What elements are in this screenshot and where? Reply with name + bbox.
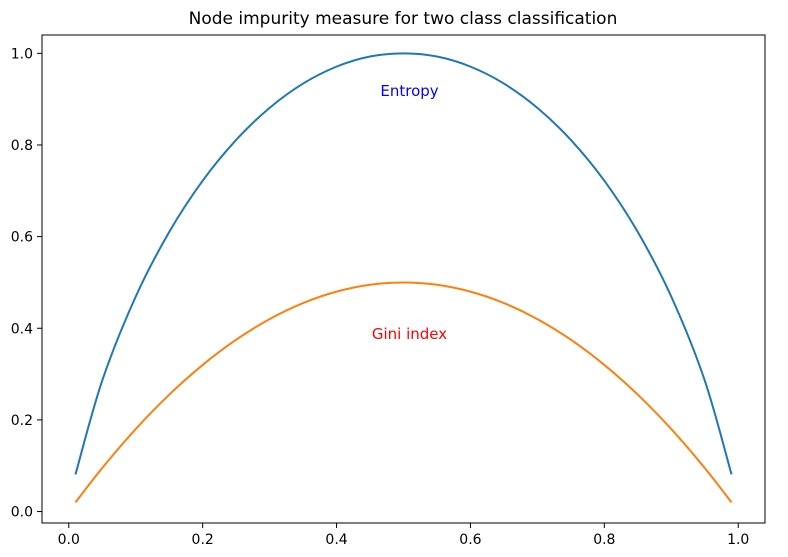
y-tick-label: 0.2	[11, 413, 33, 429]
y-tick-label: 0.6	[11, 230, 33, 246]
y-tick-label: 0.4	[11, 321, 33, 337]
chart-title: Node impurity measure for two class clas…	[189, 9, 618, 29]
plot-frame	[41, 34, 766, 524]
x-tick-label: 1.0	[727, 532, 749, 548]
x-tick-label: 0.2	[192, 532, 214, 548]
x-tick-label: 0.6	[459, 532, 481, 548]
x-tick-label: 0.0	[58, 532, 80, 548]
x-tick-label: 0.4	[325, 532, 347, 548]
x-tick-label: 0.8	[593, 532, 615, 548]
y-tick-label: 1.0	[11, 46, 33, 62]
gini-index-curve	[74, 281, 733, 503]
annotation-layer: Entropy Gini index	[372, 82, 447, 343]
y-tick-label: 0.0	[11, 505, 33, 521]
y-tick-label: 0.8	[11, 138, 33, 154]
entropy-annotation: Entropy	[380, 82, 438, 100]
series-layer	[74, 52, 733, 503]
y-axis: 0.0 0.2 0.4 0.6 0.8 1.0	[11, 46, 42, 521]
entropy-curve	[74, 52, 733, 475]
x-axis: 0.0 0.2 0.4 0.6 0.8 1.0	[58, 523, 749, 548]
gini-index-annotation: Gini index	[372, 325, 447, 343]
